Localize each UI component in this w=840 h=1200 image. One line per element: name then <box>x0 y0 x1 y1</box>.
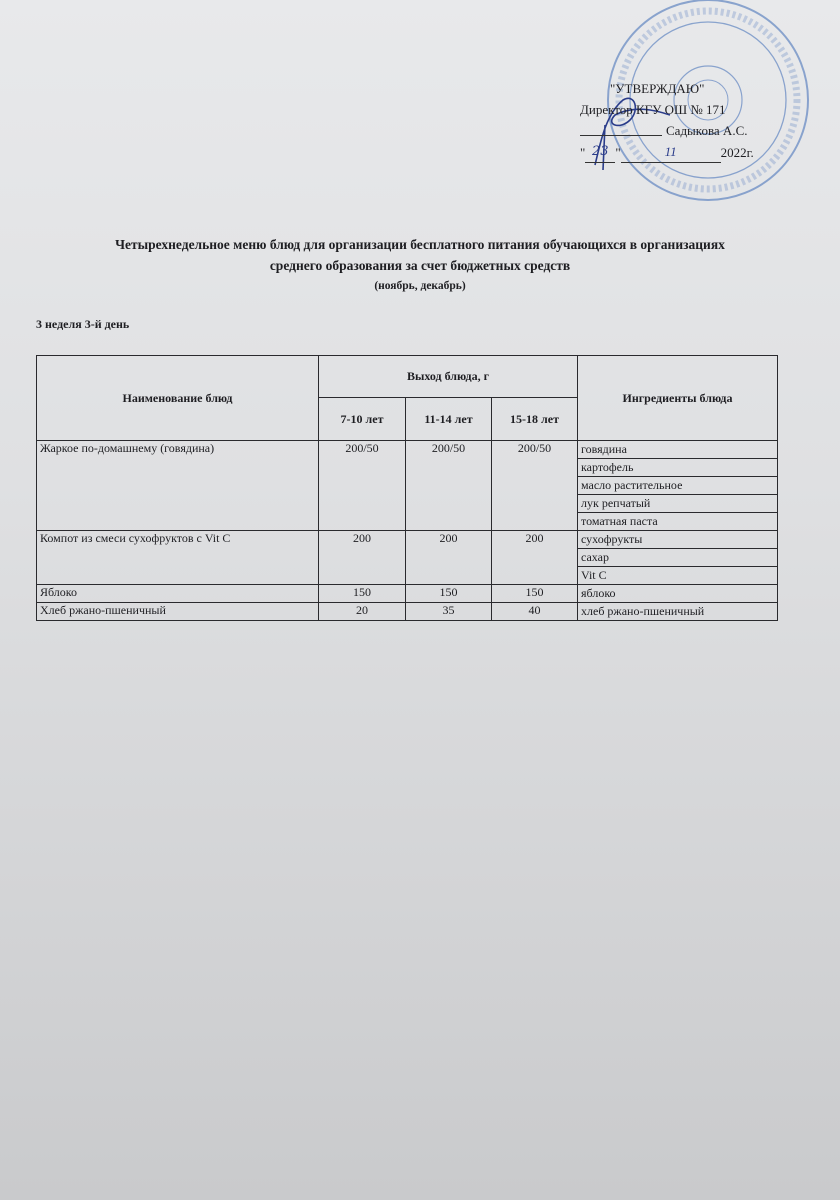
table-row: Яблоко 150 150 150 яблоко <box>36 584 778 603</box>
yield-15-18: 200 <box>491 530 578 585</box>
header-dish: Наименование блюд <box>36 355 319 441</box>
ingredient: хлеб ржано-пшеничный <box>577 602 778 621</box>
header-yield: Выход блюда, г <box>318 355 578 398</box>
date-day: 23 <box>585 141 616 163</box>
ingredient: сахар <box>577 548 778 567</box>
menu-table: Наименование блюд Выход блюда, г Ингреди… <box>36 355 778 621</box>
yield-15-18: 200/50 <box>491 440 578 531</box>
dish-name: Компот из смеси сухофруктов с Vit C <box>36 530 319 585</box>
yield-11-14: 200/50 <box>405 440 492 531</box>
approval-block: "УТВЕРЖДАЮ" Директор КГУ ОШ № 171 Садыко… <box>580 78 780 163</box>
approval-date: " 23 " 11 2022г. <box>580 141 780 163</box>
approval-position: Директор КГУ ОШ № 171 <box>580 102 726 117</box>
dish-name: Хлеб ржано-пшеничный <box>36 602 319 621</box>
ingredient: масло растительное <box>577 476 778 495</box>
yield-11-14: 150 <box>405 584 492 603</box>
ingredient: лук репчатый <box>577 494 778 513</box>
header-age-7-10: 7-10 лет <box>318 397 406 441</box>
yield-7-10: 200/50 <box>318 440 406 531</box>
yield-7-10: 150 <box>318 584 406 603</box>
day-label: 3 неделя 3-й день <box>36 317 130 331</box>
yield-15-18: 150 <box>491 584 578 603</box>
title-line-2: среднего образования за счет бюджетных с… <box>269 258 571 273</box>
table-row: лук репчатый <box>37 494 778 513</box>
yield-15-18: 40 <box>491 602 578 621</box>
header-age-15-18: 15-18 лет <box>491 397 578 441</box>
table-row: Хлеб ржано-пшеничный 20 35 40 хлеб ржано-пше… <box>36 602 778 621</box>
title-period: (ноябрь, декабрь) <box>374 280 466 292</box>
dish-name: Жаркое по-домашнему (говядина) <box>36 440 319 531</box>
yield-7-10: 20 <box>318 602 406 621</box>
yield-11-14: 35 <box>405 602 492 621</box>
table-row: Vit C <box>37 566 778 585</box>
table-row: Компот из смеси сухофруктов с Vit C 200 20… <box>36 530 778 585</box>
table-row: томатная паста <box>37 512 778 531</box>
ingredient: яблоко <box>577 584 778 603</box>
ingredient: Vit C <box>577 566 778 585</box>
document-title: Четырехнедельное меню блюд для организац… <box>40 234 800 297</box>
header-age-11-14: 11-14 лет <box>405 397 492 441</box>
dish-name: Яблоко <box>36 584 319 603</box>
date-year: 2022г. <box>720 145 754 160</box>
ingredient: томатная паста <box>577 512 778 531</box>
yield-7-10: 200 <box>318 530 406 585</box>
approval-name-line: Садыкова А.С. <box>580 120 780 141</box>
official-stamp <box>607 0 809 201</box>
ingredient: говядина <box>577 440 778 459</box>
yield-11-14: 200 <box>405 530 492 585</box>
approval-name: Садыкова А.С. <box>666 123 748 138</box>
approval-heading: "УТВЕРЖДАЮ" <box>610 81 705 96</box>
table-row: Жаркое по-домашнему (говядина) 200/50 200/… <box>36 440 778 531</box>
header-ingredients: Ингредиенты блюда <box>577 355 778 441</box>
date-month: 11 <box>620 141 721 163</box>
ingredient: сухофрукты <box>577 530 778 549</box>
ingredient: картофель <box>577 458 778 477</box>
title-line-1: Четырехнедельное меню блюд для организац… <box>115 237 725 252</box>
